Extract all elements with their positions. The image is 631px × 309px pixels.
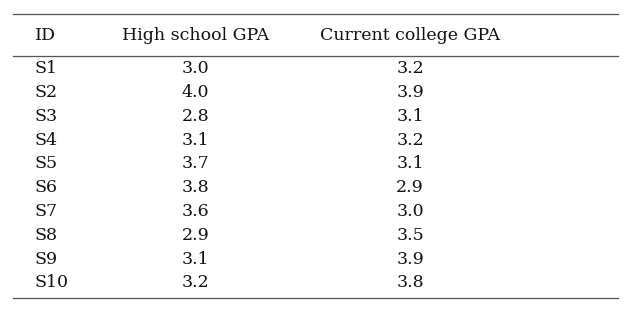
Text: S1: S1	[35, 60, 57, 77]
Text: 3.1: 3.1	[396, 108, 424, 125]
Text: High school GPA: High school GPA	[122, 27, 269, 44]
Text: S2: S2	[35, 84, 58, 101]
Text: 3.1: 3.1	[396, 155, 424, 172]
Text: 3.1: 3.1	[182, 251, 209, 268]
Text: S5: S5	[35, 155, 58, 172]
Text: ID: ID	[35, 27, 56, 44]
Text: 3.8: 3.8	[182, 179, 209, 196]
Text: 3.2: 3.2	[182, 274, 209, 291]
Text: 3.2: 3.2	[396, 132, 424, 149]
Text: 4.0: 4.0	[182, 84, 209, 101]
Text: 3.7: 3.7	[182, 155, 209, 172]
Text: 3.5: 3.5	[396, 227, 424, 244]
Text: 3.8: 3.8	[396, 274, 424, 291]
Text: 2.8: 2.8	[182, 108, 209, 125]
Text: 3.0: 3.0	[182, 60, 209, 77]
Text: 3.0: 3.0	[396, 203, 424, 220]
Text: S7: S7	[35, 203, 58, 220]
Text: 3.1: 3.1	[182, 132, 209, 149]
Text: S6: S6	[35, 179, 57, 196]
Text: S4: S4	[35, 132, 57, 149]
Text: S3: S3	[35, 108, 58, 125]
Text: 2.9: 2.9	[396, 179, 424, 196]
Text: S10: S10	[35, 274, 69, 291]
Text: 3.9: 3.9	[396, 251, 424, 268]
Text: S9: S9	[35, 251, 58, 268]
Text: 3.9: 3.9	[396, 84, 424, 101]
Text: 2.9: 2.9	[182, 227, 209, 244]
Text: S8: S8	[35, 227, 57, 244]
Text: Current college GPA: Current college GPA	[320, 27, 500, 44]
Text: 3.6: 3.6	[182, 203, 209, 220]
Text: 3.2: 3.2	[396, 60, 424, 77]
